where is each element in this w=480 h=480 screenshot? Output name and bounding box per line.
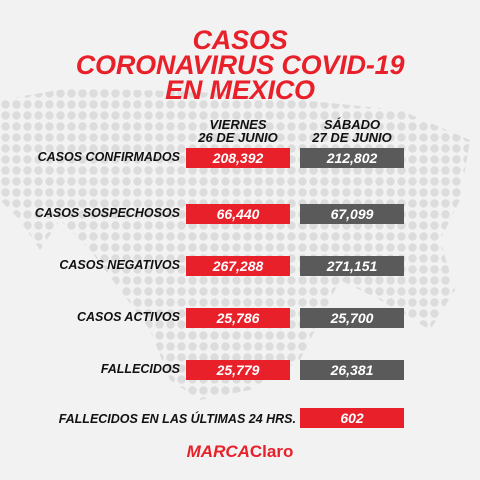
logo-sub: Claro xyxy=(249,442,294,461)
value-viernes-sospechosos: 66,440 xyxy=(186,204,290,224)
row-label-negativos: CASOS NEGATIVOS xyxy=(59,258,180,272)
value-sabado-confirmados: 212,802 xyxy=(300,148,404,168)
row-label-activos: CASOS ACTIVOS xyxy=(76,310,180,324)
value-sabado-fallecidos: 26,381 xyxy=(300,360,404,380)
value-viernes-activos: 25,786 xyxy=(186,308,290,328)
marca-claro-logo: MARCAClaro xyxy=(0,442,480,462)
value-fallecidos-24h: 602 xyxy=(300,408,404,428)
value-sabado-negativos: 271,151 xyxy=(300,256,404,276)
column-header-date: 27 DE JUNIO xyxy=(312,130,392,145)
title-line-2: CORONAVIRUS COVID-19 xyxy=(75,50,405,80)
value-sabado-sospechosos: 67,099 xyxy=(300,204,404,224)
row-label-fallecidos-24h: FALLECIDOS EN LAS ÚLTIMAS 24 HRS. xyxy=(58,412,296,426)
column-header-date: 26 DE JUNIO xyxy=(198,130,278,145)
title-line-1: CASOS xyxy=(192,25,288,55)
value-viernes-confirmados: 208,392 xyxy=(186,148,290,168)
value-sabado-activos: 25,700 xyxy=(300,308,404,328)
column-header-sabado: SÁBADO 27 DE JUNIO xyxy=(300,118,404,144)
title-line-3: EN MEXICO xyxy=(165,75,315,105)
column-header-day: SÁBADO xyxy=(323,117,381,132)
row-label-sospechosos: CASOS SOSPECHOSOS xyxy=(34,206,180,220)
page-title: CASOS CORONAVIRUS COVID-19 EN MEXICO xyxy=(0,25,480,105)
row-label-confirmados: CASOS CONFIRMADOS xyxy=(37,150,180,164)
value-viernes-negativos: 267,288 xyxy=(186,256,290,276)
value-viernes-fallecidos: 25,779 xyxy=(186,360,290,380)
column-header-day: VIERNES xyxy=(209,117,267,132)
row-label-fallecidos: FALLECIDOS xyxy=(100,362,180,376)
column-header-viernes: VIERNES 26 DE JUNIO xyxy=(186,118,290,144)
logo-brand: MARCA xyxy=(186,442,250,461)
